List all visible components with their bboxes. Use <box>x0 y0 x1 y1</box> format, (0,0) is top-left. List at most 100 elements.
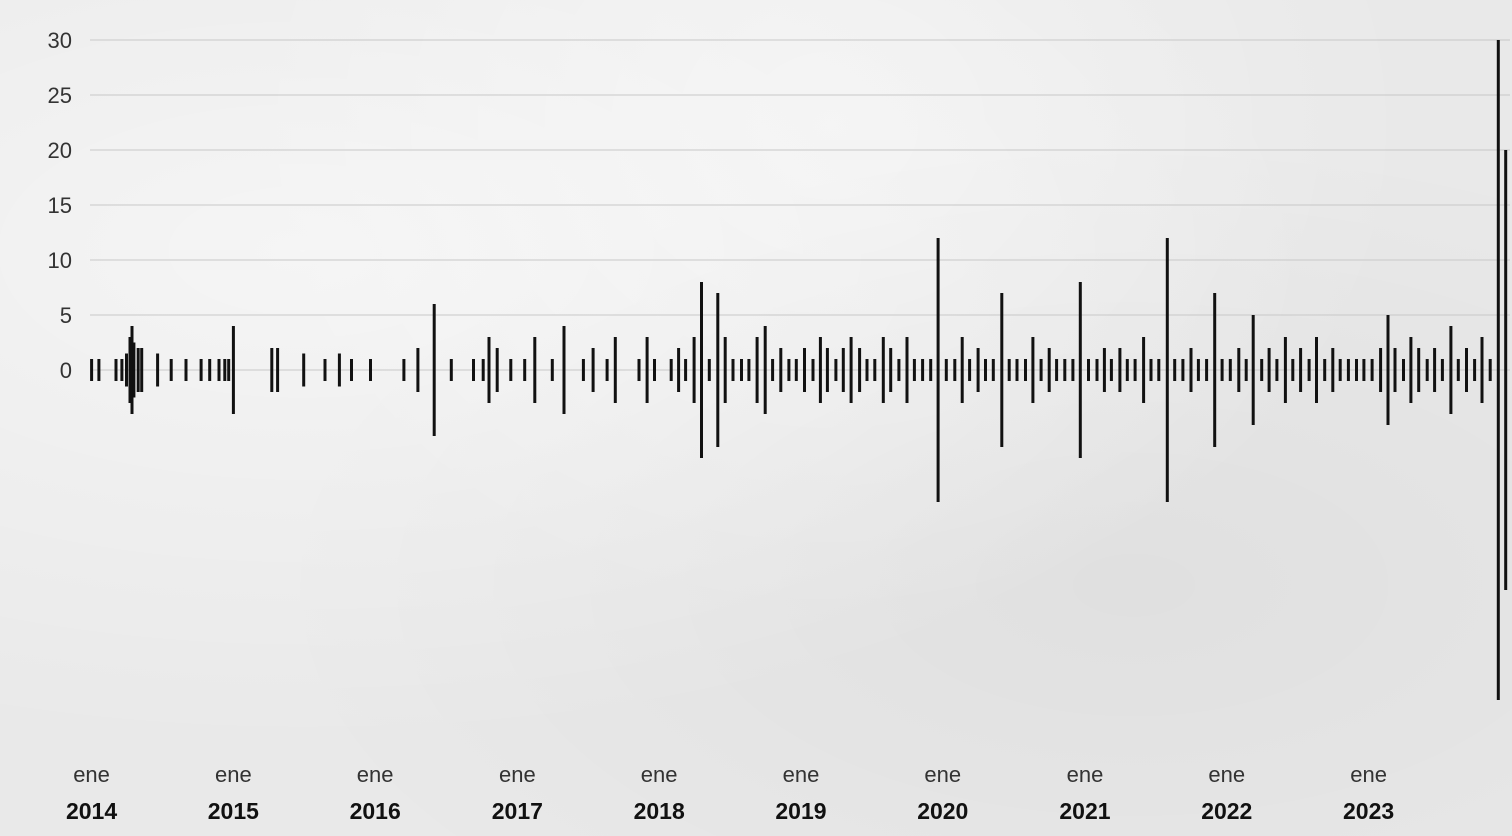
bar <box>1071 359 1075 381</box>
bar <box>723 337 727 403</box>
bar <box>953 359 957 381</box>
bar <box>1267 348 1271 392</box>
bar <box>1417 348 1421 392</box>
y-axis: 0 5 10 15 20 25 30 <box>48 28 72 383</box>
bar <box>1449 326 1453 414</box>
bar <box>731 359 735 381</box>
bar <box>794 359 798 381</box>
x-tick-month: ene <box>783 762 820 787</box>
bar <box>968 359 972 381</box>
bar <box>1275 359 1279 381</box>
bar <box>1379 348 1383 392</box>
bar <box>1331 348 1335 392</box>
bar <box>1307 359 1311 381</box>
bar <box>1157 359 1161 381</box>
bar <box>834 359 838 381</box>
bar <box>550 359 554 381</box>
bar <box>677 348 681 392</box>
bar <box>591 348 595 392</box>
bar <box>136 348 140 392</box>
x-tick-month: ene <box>1067 762 1104 787</box>
bar <box>1260 359 1264 381</box>
x-tick-month: ene <box>357 762 394 787</box>
x-axis: ene 2014 ene 2015 ene 2016 ene 2017 ene 2018 ene 20… <box>66 762 1394 824</box>
bar <box>1031 337 1035 403</box>
bar <box>700 282 703 458</box>
bar <box>533 337 537 403</box>
bar <box>130 326 134 414</box>
bar <box>613 337 617 403</box>
x-tick-year: 2023 <box>1343 798 1394 824</box>
bar <box>323 359 327 381</box>
bar <box>763 326 767 414</box>
x-tick-year: 2021 <box>1059 798 1110 824</box>
bar <box>1039 359 1043 381</box>
bar <box>1181 359 1185 381</box>
bar <box>960 337 964 403</box>
bar <box>132 342 136 398</box>
bar <box>1496 40 1500 700</box>
bar <box>1299 348 1303 392</box>
x-tick-year: 2014 <box>66 798 117 824</box>
bar <box>936 238 940 502</box>
y-tick-label: 10 <box>48 248 72 273</box>
bar <box>509 359 513 381</box>
bar <box>120 359 124 381</box>
bar <box>1102 348 1106 392</box>
bar <box>1433 348 1437 392</box>
bar <box>472 359 475 381</box>
bar <box>1355 359 1358 381</box>
bar <box>1220 359 1224 381</box>
bar <box>747 359 751 381</box>
bar <box>1402 359 1405 381</box>
bar <box>1024 359 1027 381</box>
bar <box>605 359 609 381</box>
x-tick-year: 2018 <box>634 798 685 824</box>
bar <box>803 348 806 392</box>
bar <box>1315 337 1318 403</box>
y-tick-label: 20 <box>48 138 72 163</box>
bar <box>1000 293 1004 447</box>
bar <box>921 359 925 381</box>
bar <box>1007 359 1011 381</box>
bar <box>97 359 101 381</box>
bar <box>581 359 585 381</box>
grid-layer <box>90 39 1510 371</box>
x-tick-year: 2015 <box>208 798 259 824</box>
x-tick-year: 2019 <box>775 798 826 824</box>
bar <box>1173 359 1177 381</box>
bar <box>1149 359 1153 381</box>
bar <box>912 359 916 381</box>
bar <box>1063 359 1067 381</box>
bar <box>231 326 235 414</box>
bars-layer <box>90 40 1508 700</box>
bar <box>227 359 231 381</box>
y-tick-label: 0 <box>60 358 72 383</box>
bar <box>1047 348 1051 392</box>
bar <box>270 348 274 392</box>
bar <box>369 359 372 381</box>
x-tick-year: 2020 <box>917 798 968 824</box>
bar <box>1213 293 1217 447</box>
bar <box>1409 337 1413 403</box>
bar <box>858 348 862 392</box>
bar <box>1465 348 1468 392</box>
y-tick-label: 25 <box>48 83 72 108</box>
bar <box>1291 359 1295 381</box>
bar <box>449 359 453 381</box>
y-tick-label: 30 <box>48 28 72 53</box>
bar <box>1473 359 1477 381</box>
bar <box>976 348 980 392</box>
x-tick-month: ene <box>215 762 252 787</box>
bar <box>562 326 566 414</box>
bar <box>944 359 948 381</box>
bar <box>779 348 783 392</box>
bar <box>1133 359 1137 381</box>
bar <box>337 353 341 387</box>
bar <box>402 359 406 381</box>
bar <box>90 359 94 381</box>
bar <box>787 359 791 381</box>
bar <box>1078 282 1082 458</box>
